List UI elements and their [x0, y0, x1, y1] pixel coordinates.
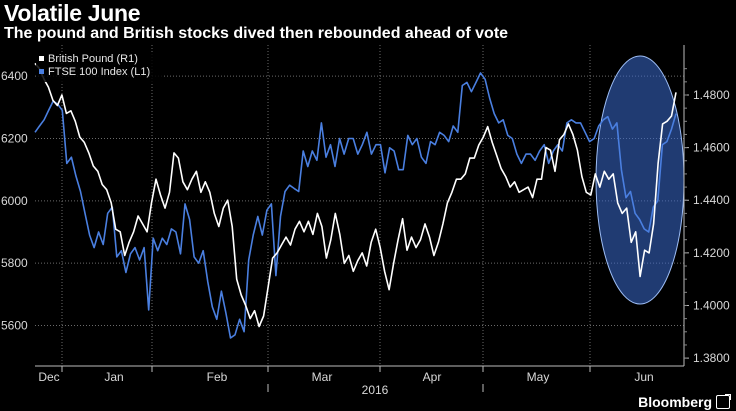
legend-label-ftse: FTSE 100 Index (L1)	[48, 66, 150, 78]
right-axis-tick-label: 1.4600	[693, 141, 730, 155]
series-group	[34, 62, 677, 339]
x-axis-year-label: 2016	[362, 383, 389, 397]
chart-title: Volatile June	[4, 0, 141, 26]
left-axis-tick-label: 6200	[1, 131, 28, 145]
june-highlight-ellipse	[595, 55, 685, 305]
legend-label-pound: British Pound (R1)	[48, 53, 138, 65]
x-axis-tick-label: Apr	[423, 370, 442, 384]
right-axis-tick-label: 1.3800	[693, 351, 730, 365]
legend-swatch-pound	[39, 56, 44, 61]
right-axis-tick-label: 1.4000	[693, 298, 730, 312]
chart-subtitle: The pound and British stocks dived then …	[4, 25, 509, 42]
gridlines	[35, 45, 684, 366]
right-axis-tick-label: 1.4400	[693, 193, 730, 207]
pound-line	[34, 62, 677, 328]
left-axis-tick-label: 6000	[1, 194, 28, 208]
x-axis-tick-label: Jan	[104, 370, 123, 384]
right-axis-tick-label: 1.4200	[693, 246, 730, 260]
legend-swatch-ftse	[39, 69, 44, 74]
expand-icon	[716, 394, 731, 409]
legend-box	[36, 54, 164, 82]
x-axis-tick-label: May	[527, 370, 550, 384]
legend: British Pound (R1)FTSE 100 Index (L1)	[36, 53, 164, 82]
left-axis-tick-label: 5800	[1, 256, 28, 270]
axes: 6400 6200 6000 5800 5600 Dec Jan Feb Mar Apr May Ju…	[1, 45, 730, 397]
x-axis-tick-label: Mar	[312, 370, 333, 384]
x-axis-tick-label: Jun	[634, 370, 653, 384]
left-axis-tick-label: 6400	[1, 69, 28, 83]
x-axis-tick-label: Feb	[207, 370, 228, 384]
ftse-line	[34, 72, 677, 339]
x-axis-tick-label: Dec	[38, 370, 59, 384]
bloomberg-logo: Bloomberg	[638, 394, 731, 410]
right-axis-tick-label: 1.4800	[693, 88, 730, 102]
left-axis-tick-label: 5600	[1, 318, 28, 332]
